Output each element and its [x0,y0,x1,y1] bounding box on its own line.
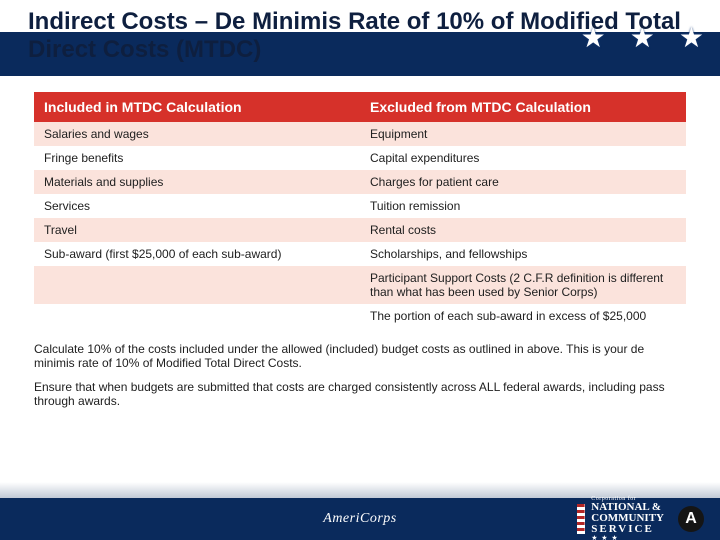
table-cell [34,266,360,304]
content-area: Included in MTDC Calculation Excluded fr… [0,78,720,540]
table-cell: Charges for patient care [360,170,686,194]
footer: AmeriCorps Corporation for NATIONAL & CO… [0,478,720,540]
table-cell: Salaries and wages [34,122,360,146]
table-row: TravelRental costs [34,218,686,242]
table-cell: Services [34,194,360,218]
table-row: Participant Support Costs (2 C.F.R defin… [34,266,686,304]
table-cell: Fringe benefits [34,146,360,170]
table-cell [34,304,360,328]
footer-bar: AmeriCorps Corporation for NATIONAL & CO… [0,498,720,540]
note-paragraph: Ensure that when budgets are submitted t… [34,380,686,408]
notes-block: Calculate 10% of the costs included unde… [34,342,686,408]
table-header-included: Included in MTDC Calculation [34,92,360,122]
ncs-logo-text: Corporation for NATIONAL & COMMUNITY SER… [591,496,664,540]
mtdc-table: Included in MTDC Calculation Excluded fr… [34,92,686,328]
note-paragraph: Calculate 10% of the costs included unde… [34,342,686,370]
table-header-row: Included in MTDC Calculation Excluded fr… [34,92,686,122]
table-cell: Rental costs [360,218,686,242]
table-row: Salaries and wagesEquipment [34,122,686,146]
header-band: ★ ★ ★ Indirect Costs – De Minimis Rate o… [0,0,720,78]
table-row: Materials and suppliesCharges for patien… [34,170,686,194]
americorps-a-logo-icon: A [678,506,704,532]
slide: ★ ★ ★ Indirect Costs – De Minimis Rate o… [0,0,720,540]
a-logo-letter: A [685,510,697,528]
table-cell: Travel [34,218,360,242]
table-cell: The portion of each sub-award in excess … [360,304,686,328]
flag-bars-icon [577,504,585,534]
americorps-label: AmeriCorps [323,511,396,527]
table-row: Sub-award (first $25,000 of each sub-awa… [34,242,686,266]
table-cell: Sub-award (first $25,000 of each sub-awa… [34,242,360,266]
page-title: Indirect Costs – De Minimis Rate of 10% … [28,8,700,65]
table-cell: Capital expenditures [360,146,686,170]
table-cell: Scholarships, and fellowships [360,242,686,266]
table-row: ServicesTuition remission [34,194,686,218]
table-row: The portion of each sub-award in excess … [34,304,686,328]
ncs-logo: Corporation for NATIONAL & COMMUNITY SER… [577,496,664,540]
table-cell: Participant Support Costs (2 C.F.R defin… [360,266,686,304]
table-cell: Materials and supplies [34,170,360,194]
table-header-excluded: Excluded from MTDC Calculation [360,92,686,122]
table-cell: Tuition remission [360,194,686,218]
table-cell: Equipment [360,122,686,146]
footer-logos: Corporation for NATIONAL & COMMUNITY SER… [577,496,704,540]
table-row: Fringe benefitsCapital expenditures [34,146,686,170]
ncs-stars: ★ ★ ★ [591,535,664,540]
